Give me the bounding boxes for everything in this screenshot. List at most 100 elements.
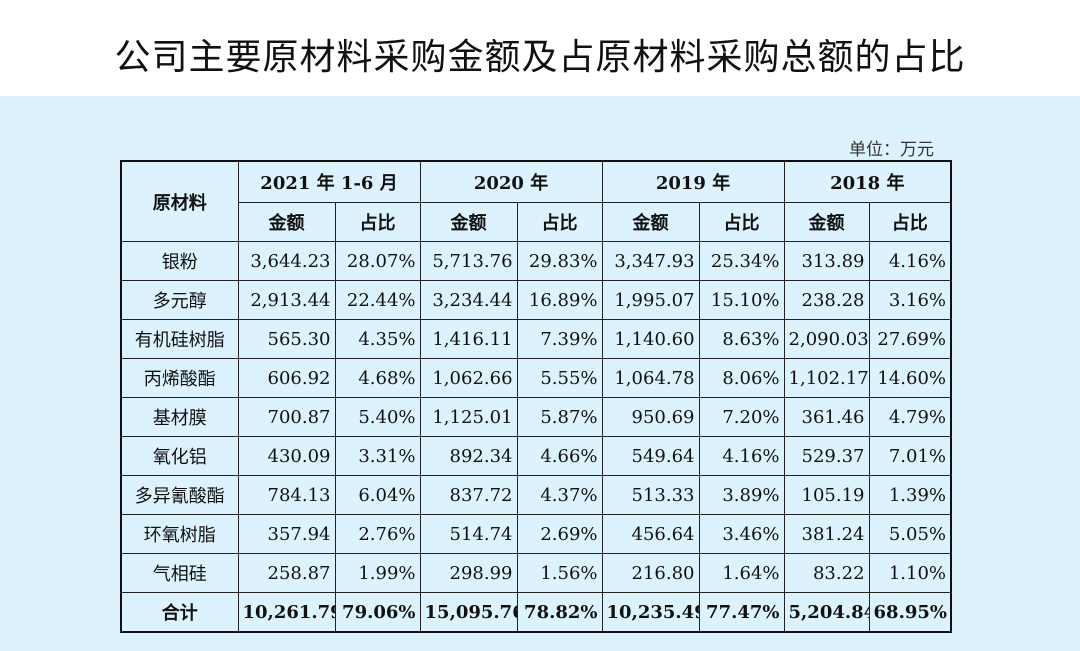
- amount-cell: 1,064.78: [601, 358, 700, 398]
- ratio-cell: 1.56%: [516, 553, 603, 593]
- amount-cell: 1,416.11: [419, 319, 518, 359]
- ratio-cell: 1.99%: [334, 553, 421, 593]
- amount-cell: 2,913.44: [237, 280, 336, 320]
- header-amount: 金额: [783, 202, 870, 242]
- header-amount: 金额: [601, 202, 700, 242]
- amount-cell: 5,713.76: [419, 241, 518, 281]
- table-row: 多异氰酸酯 784.13 6.04% 837.72 4.37% 513.33 3.89% 10…: [120, 475, 952, 515]
- amount-cell: 15,095.76: [419, 592, 518, 633]
- header-period: 2018 年: [783, 160, 952, 203]
- ratio-cell: 78.82%: [516, 592, 603, 633]
- material-name: 丙烯酸酯: [120, 358, 239, 398]
- amount-cell: 456.64: [601, 514, 700, 554]
- table-row: 氧化铝 430.09 3.31% 892.34 4.66% 549.64 4.16% 529.…: [120, 436, 952, 476]
- ratio-cell: 79.06%: [334, 592, 421, 633]
- amount-cell: 1,102.17: [783, 358, 870, 398]
- ratio-cell: 5.55%: [516, 358, 603, 398]
- amount-cell: 3,644.23: [237, 241, 336, 281]
- table-row: 气相硅 258.87 1.99% 298.99 1.56% 216.80 1.64% 83.2…: [120, 553, 952, 593]
- ratio-cell: 7.20%: [698, 397, 785, 437]
- amount-cell: 892.34: [419, 436, 518, 476]
- amount-cell: 313.89: [783, 241, 870, 281]
- amount-cell: 514.74: [419, 514, 518, 554]
- header-amount: 金额: [237, 202, 336, 242]
- header-ratio: 占比: [868, 202, 952, 242]
- amount-cell: 950.69: [601, 397, 700, 437]
- ratio-cell: 27.69%: [868, 319, 952, 359]
- material-name: 多异氰酸酯: [120, 475, 239, 515]
- amount-cell: 216.80: [601, 553, 700, 593]
- material-name: 气相硅: [120, 553, 239, 593]
- amount-cell: 837.72: [419, 475, 518, 515]
- ratio-cell: 2.76%: [334, 514, 421, 554]
- amount-cell: 83.22: [783, 553, 870, 593]
- ratio-cell: 4.66%: [516, 436, 603, 476]
- page-title: 公司主要原材料采购金额及占原材料采购总额的占比: [114, 37, 966, 78]
- table-body: 银粉 3,644.23 28.07% 5,713.76 29.83% 3,347.93 25…: [120, 241, 952, 633]
- ratio-cell: 25.34%: [698, 241, 785, 281]
- material-name: 银粉: [120, 241, 239, 281]
- amount-cell: 298.99: [419, 553, 518, 593]
- ratio-cell: 1.10%: [868, 553, 952, 593]
- amount-cell: 10,235.49: [601, 592, 700, 633]
- amount-cell: 105.19: [783, 475, 870, 515]
- material-name: 环氧树脂: [120, 514, 239, 554]
- ratio-cell: 22.44%: [334, 280, 421, 320]
- ratio-cell: 14.60%: [868, 358, 952, 398]
- amount-cell: 565.30: [237, 319, 336, 359]
- ratio-cell: 5.87%: [516, 397, 603, 437]
- ratio-cell: 4.16%: [698, 436, 785, 476]
- amount-cell: 5,204.84: [783, 592, 870, 633]
- ratio-cell: 15.10%: [698, 280, 785, 320]
- header-ratio: 占比: [698, 202, 785, 242]
- table-row: 基材膜 700.87 5.40% 1,125.01 5.87% 950.69 7.20% 36…: [120, 397, 952, 437]
- amount-cell: 1,140.60: [601, 319, 700, 359]
- header-period: 2019 年: [601, 160, 785, 203]
- ratio-cell: 5.40%: [334, 397, 421, 437]
- ratio-cell: 5.05%: [868, 514, 952, 554]
- amount-cell: 238.28: [783, 280, 870, 320]
- amount-cell: 381.24: [783, 514, 870, 554]
- header-ratio: 占比: [334, 202, 421, 242]
- amount-cell: 1,995.07: [601, 280, 700, 320]
- ratio-cell: 4.79%: [868, 397, 952, 437]
- amount-cell: 549.64: [601, 436, 700, 476]
- ratio-cell: 6.04%: [334, 475, 421, 515]
- amount-cell: 430.09: [237, 436, 336, 476]
- ratio-cell: 3.31%: [334, 436, 421, 476]
- header-material: 原材料: [120, 160, 239, 242]
- ratio-cell: 28.07%: [334, 241, 421, 281]
- ratio-cell: 4.16%: [868, 241, 952, 281]
- material-name: 多元醇: [120, 280, 239, 320]
- amount-cell: 357.94: [237, 514, 336, 554]
- material-name: 有机硅树脂: [120, 319, 239, 359]
- table-total-row: 合计 10,261.79 79.06% 15,095.76 78.82% 10,235.4…: [120, 592, 952, 633]
- ratio-cell: 1.39%: [868, 475, 952, 515]
- header-ratio: 占比: [516, 202, 603, 242]
- amount-cell: 2,090.03: [783, 319, 870, 359]
- ratio-cell: 8.06%: [698, 358, 785, 398]
- ratio-cell: 7.39%: [516, 319, 603, 359]
- ratio-cell: 16.89%: [516, 280, 603, 320]
- table-row: 有机硅树脂 565.30 4.35% 1,416.11 7.39% 1,140.60 8.6…: [120, 319, 952, 359]
- ratio-cell: 4.35%: [334, 319, 421, 359]
- ratio-cell: 3.89%: [698, 475, 785, 515]
- amount-cell: 1,062.66: [419, 358, 518, 398]
- amount-cell: 3,234.44: [419, 280, 518, 320]
- amount-cell: 700.87: [237, 397, 336, 437]
- unit-label: 单位：万元: [849, 140, 934, 160]
- table-row: 丙烯酸酯 606.92 4.68% 1,062.66 5.55% 1,064.78 8.06…: [120, 358, 952, 398]
- ratio-cell: 3.16%: [868, 280, 952, 320]
- amount-cell: 1,125.01: [419, 397, 518, 437]
- ratio-cell: 8.63%: [698, 319, 785, 359]
- table-row: 环氧树脂 357.94 2.76% 514.74 2.69% 456.64 3.46% 381…: [120, 514, 952, 554]
- ratio-cell: 68.95%: [868, 592, 952, 633]
- amount-cell: 3,347.93: [601, 241, 700, 281]
- ratio-cell: 7.01%: [868, 436, 952, 476]
- amount-cell: 529.37: [783, 436, 870, 476]
- header-period: 2021 年 1-6 月: [237, 160, 421, 203]
- material-purchase-table: 原材料 2021 年 1-6 月 2020 年 2019 年 2018 年 金额…: [120, 160, 953, 633]
- amount-cell: 10,261.79: [237, 592, 336, 633]
- amount-cell: 606.92: [237, 358, 336, 398]
